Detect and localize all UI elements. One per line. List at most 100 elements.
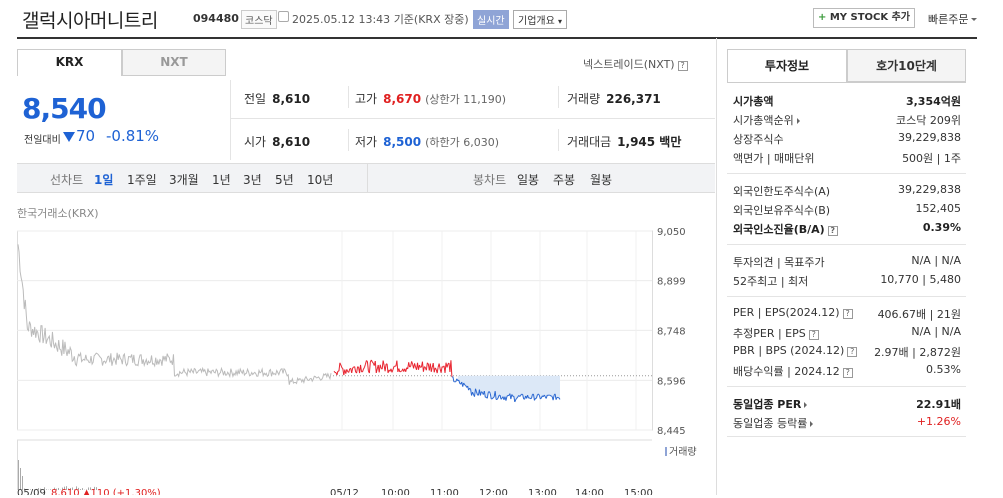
today-line-segment	[355, 367, 356, 372]
help-icon[interactable]: ?	[828, 226, 838, 236]
company-overview-dropdown[interactable]: 기업개요 ▾	[513, 10, 567, 29]
x-tick-label: 15:00	[624, 488, 653, 495]
today-line-segment	[399, 368, 400, 372]
x-tick-label: 11:00	[430, 488, 459, 495]
current-price: 8,540	[22, 92, 106, 125]
today-line-segment	[383, 361, 384, 366]
help-icon[interactable]: ?	[678, 61, 688, 71]
period-5y[interactable]: 5년	[275, 171, 294, 188]
candle-weekly[interactable]: 주봉	[553, 171, 575, 188]
today-line-segment	[364, 364, 365, 367]
today-line-segment	[387, 364, 388, 373]
period-3m[interactable]: 3개월	[169, 171, 199, 188]
header-divider	[17, 37, 977, 39]
today-line-segment	[549, 395, 550, 396]
tab-nxt[interactable]: NXT	[122, 49, 226, 76]
today-line-segment	[339, 363, 340, 371]
today-line-segment	[353, 367, 354, 368]
chevron-right-icon	[810, 421, 816, 427]
stats-col-sep	[348, 86, 349, 108]
today-line-segment	[507, 395, 508, 396]
nxt-link[interactable]: 넥스트레이드(NXT)?	[583, 56, 688, 72]
period-3y[interactable]: 3년	[243, 171, 262, 188]
volume-bar	[18, 460, 19, 490]
info-row-per-eps: PER | EPS(2024.12)?406.67배 | 21원	[733, 305, 961, 323]
info-row-foreign-limit: 외국인한도주식수(A)39,229,838	[733, 182, 961, 200]
period-10y[interactable]: 10년	[307, 171, 333, 188]
today-line-segment	[447, 364, 448, 368]
today-line-segment	[342, 368, 343, 369]
market-badge: 코스닥	[241, 10, 277, 29]
info-divider	[727, 436, 966, 437]
tab-order-book[interactable]: 호가10단계	[847, 49, 966, 82]
help-icon[interactable]: ?	[843, 309, 853, 319]
info-row-foreign-ratio: 외국인소진율(B/A)?0.39%	[733, 220, 961, 238]
period-1y[interactable]: 1년	[212, 171, 231, 188]
change-value: 70	[76, 127, 95, 145]
x-tick-label: 14:00	[575, 488, 604, 495]
add-my-stock-button[interactable]: + MY STOCK 추가	[813, 8, 915, 28]
help-icon[interactable]: ?	[809, 330, 819, 340]
today-line-segment	[410, 366, 411, 367]
today-line-segment	[426, 363, 427, 370]
today-line-segment	[363, 367, 364, 369]
candle-daily[interactable]: 일봉	[517, 171, 539, 188]
realtime-badge: 실시간	[473, 10, 509, 29]
today-line-segment	[451, 360, 452, 377]
info-row-foreign-holding: 외국인보유주식수(B)152,405	[733, 201, 961, 219]
stock-header: 갤럭시아머니트리 094480 코스닥 2025.05.12 13:43 기준(…	[0, 0, 1003, 38]
x-tick-label: 12:00	[479, 488, 508, 495]
stats-col-sep	[348, 129, 349, 151]
tab-investment-info[interactable]: 투자정보	[727, 49, 847, 82]
volume-label: 거래량	[669, 446, 697, 458]
info-row-sector-change[interactable]: 동일업종 등락률+1.26%	[733, 414, 961, 432]
y-tick-label: 8,899	[657, 277, 686, 288]
tab-krx[interactable]: KRX	[17, 49, 122, 76]
panel-divider	[716, 38, 717, 495]
today-line-segment	[409, 362, 410, 367]
today-line-segment	[437, 367, 438, 373]
period-1w[interactable]: 1주일	[127, 171, 157, 188]
today-line-segment	[470, 388, 471, 389]
today-line-segment	[367, 362, 368, 371]
today-line-segment	[453, 377, 454, 382]
today-line-segment	[375, 361, 376, 373]
info-row-dividend: 배당수익률 | 2024.12?0.53%	[733, 362, 961, 380]
chevron-right-icon	[797, 118, 803, 124]
today-line-segment	[334, 371, 335, 372]
period-1d[interactable]: 1일	[94, 171, 113, 188]
quick-order-button[interactable]: 빠른주문	[928, 11, 977, 27]
volume-legend-swatch	[665, 447, 667, 456]
down-arrow-icon	[63, 132, 75, 142]
today-line-segment	[371, 360, 372, 362]
today-line-segment	[385, 364, 386, 371]
exchange-label: 한국거래소(KRX)	[17, 205, 99, 221]
info-divider	[727, 296, 966, 297]
change-label: 전일대비	[24, 131, 61, 146]
today-line-segment	[431, 367, 432, 372]
help-icon[interactable]: ?	[847, 347, 857, 357]
volume-bar	[46, 489, 47, 490]
candle-chart-label: 봉차트	[473, 171, 506, 188]
today-line-segment	[337, 371, 338, 375]
today-line-segment	[423, 367, 424, 372]
help-icon[interactable]: ?	[843, 368, 853, 378]
info-row-est-per: 추정PER | EPS?N/A | N/A	[733, 324, 961, 342]
stats-row-divider	[230, 118, 715, 119]
today-line-segment	[372, 362, 373, 363]
today-line-segment	[369, 362, 370, 373]
candle-monthly[interactable]: 월봉	[590, 171, 612, 188]
y-tick-label: 8,445	[657, 426, 686, 437]
today-line-segment	[419, 365, 420, 367]
